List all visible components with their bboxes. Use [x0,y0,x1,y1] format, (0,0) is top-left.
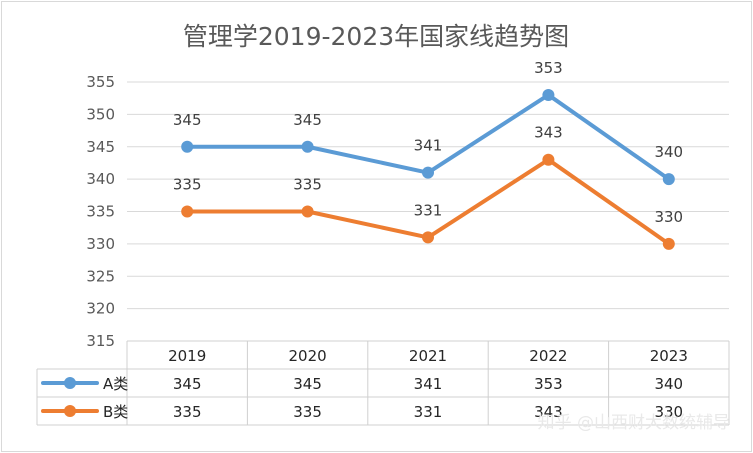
series-layer: 345 345 341 353 340 335 335 331 343 330 [173,59,683,250]
table-cell-value: 343 [534,403,563,421]
table-cell-value: 335 [173,403,202,421]
data-label: 331 [414,201,443,219]
data-label: 335 [293,176,322,194]
data-label: 353 [534,59,563,77]
category-label: 2019 [168,347,206,365]
data-label: 343 [534,124,563,142]
y-tick-label: 340 [86,170,115,188]
y-tick-label: 345 [86,138,115,156]
legend-key-marker [64,405,76,417]
data-point [181,205,194,218]
data-point [542,153,555,166]
data-point [181,140,194,153]
gridlines [127,81,729,310]
legend-key-marker [64,377,76,389]
data-label: 340 [654,143,683,161]
y-tick-label: 330 [86,235,115,253]
data-point [422,231,434,244]
data-point [301,140,314,153]
data-label: 335 [173,176,202,194]
y-tick-label: 320 [86,300,115,318]
data-point [542,88,555,101]
y-axis-ticks: 315 320 325 330 335 340 345 350 355 [86,73,115,350]
category-label: 2022 [529,347,567,365]
legend-entry: B类 [103,403,128,421]
data-label: 341 [414,137,443,155]
data-label: 330 [654,208,683,226]
table-cell-value: 340 [654,375,683,393]
legend-entry: A类 [103,375,128,393]
y-tick-label: 355 [86,73,115,91]
y-tick-label: 350 [86,105,115,123]
data-point [662,237,675,250]
category-label: 2021 [409,347,447,365]
watermark: 知乎 @山西财大数统辅导 [538,413,730,433]
data-label: 345 [293,111,322,129]
table-cell-value: 345 [173,375,202,393]
table-cell-value: 331 [414,403,443,421]
category-label: 2023 [650,347,688,365]
category-label: 2020 [289,347,327,365]
table-cell-value: 353 [534,375,563,393]
y-tick-label: 325 [86,267,115,285]
y-tick-label: 335 [86,203,115,221]
table-cell-value: 341 [414,375,443,393]
table-cell-value: 330 [654,403,683,421]
data-label: 345 [173,111,202,129]
data-point [662,173,675,186]
table-cell-value: 335 [293,403,322,421]
table-cell-value: 345 [293,375,322,393]
data-table: 2019 2020 2021 2022 2023 A类 345 345 341 353 340 B类 3… [36,340,730,426]
chart-title: 管理学2019-2023年国家线趋势图 [183,22,569,51]
data-point [301,205,314,218]
data-point [422,166,434,179]
y-tick-label: 315 [86,332,115,350]
